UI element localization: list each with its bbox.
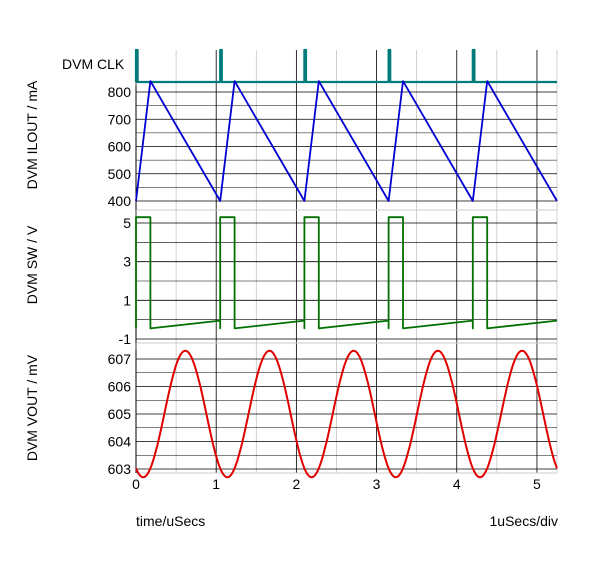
y-tick-label: 1 <box>123 292 131 308</box>
x-scale-note: 1uSecs/div <box>490 513 558 529</box>
y-tick-label: 400 <box>108 193 132 209</box>
series-line-vout <box>135 349 558 479</box>
y-tick-label: 800 <box>108 84 132 100</box>
y-tick-label: 604 <box>108 434 132 450</box>
series-line-sw <box>135 216 558 330</box>
panel-label-sw: DVM SW / V <box>24 225 40 304</box>
series-layer <box>134 48 558 479</box>
y-tick-label: 500 <box>108 166 132 182</box>
x-axis-label: time/uSecs <box>136 513 205 529</box>
y-tick-label: 3 <box>123 254 131 270</box>
y-tick-label: 605 <box>108 406 132 422</box>
x-tick-label: 4 <box>453 476 461 492</box>
x-tick-label: 1 <box>212 476 220 492</box>
y-tick-label: -1 <box>119 331 132 347</box>
x-tick-label: 3 <box>373 476 381 492</box>
panel-label-clk: DVM CLK <box>62 56 125 72</box>
y-tick-label: 5 <box>123 215 131 231</box>
grid-layer <box>135 50 558 473</box>
x-tick-label: 5 <box>533 476 541 492</box>
text-layer: DVM CLK 400 500 600 700 800 DVM ILOUT / mA -1 1 3… <box>24 56 541 492</box>
panel-label-vout: DVM VOUT / mV <box>24 354 40 461</box>
series-line-clk <box>134 48 557 84</box>
x-tick-label: 0 <box>132 476 140 492</box>
y-tick-label: 600 <box>108 139 132 155</box>
panel-label-ilout: DVM ILOUT / mA <box>24 80 40 189</box>
series-line-ilout <box>135 80 558 202</box>
y-tick-label: 700 <box>108 111 132 127</box>
y-tick-label: 603 <box>108 461 132 477</box>
x-tick-label: 2 <box>292 476 300 492</box>
y-tick-label: 607 <box>108 351 132 367</box>
y-tick-label: 606 <box>108 379 132 395</box>
